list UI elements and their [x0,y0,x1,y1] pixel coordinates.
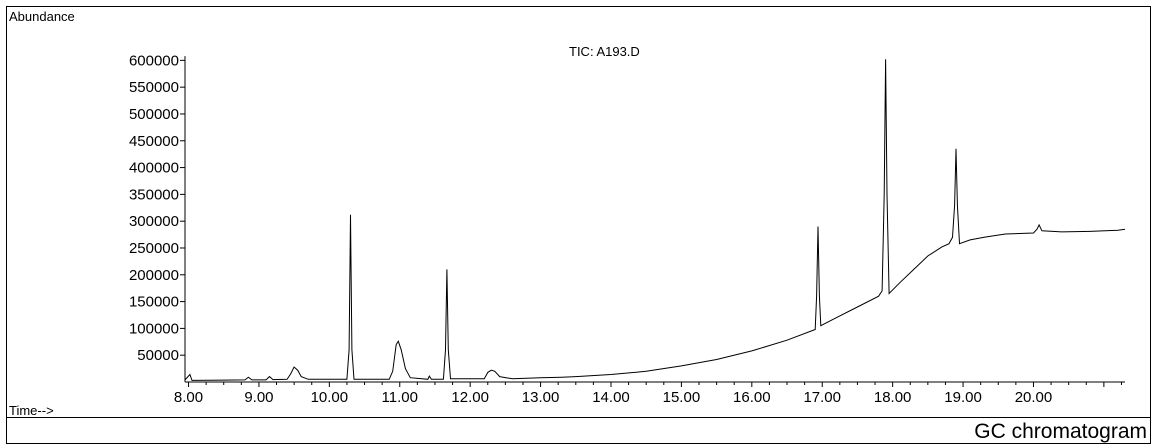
x-tick-label: 20.00 [1015,389,1053,406]
y-tick-label: 550000 [129,79,179,96]
x-tick-label: 11.00 [382,389,418,406]
x-tick-label: 8.00 [174,389,203,406]
x-axis-label: Time--> [9,403,54,418]
y-tick-label: 150000 [129,294,179,311]
chart-frame [6,6,1151,444]
x-tick-label: 17.00 [803,389,841,406]
x-tick-label: 14.00 [592,389,630,406]
tic-trace-line [184,59,1126,381]
y-tick-label: 300000 [129,213,179,230]
x-tick-label: 10.00 [311,389,349,406]
y-tick-label: 350000 [129,186,179,203]
x-tick-label: 15.00 [663,389,701,406]
y-tick-label: 400000 [129,160,179,177]
y-tick-label: 200000 [129,267,179,284]
y-tick-label: 250000 [129,240,179,257]
y-tick-label: 500000 [129,106,179,123]
x-tick-label: 12.00 [451,389,489,406]
y-tick-label: 50000 [137,347,179,364]
x-tick-label: 19.00 [944,389,982,406]
x-tick-label: 9.00 [244,389,273,406]
y-tick-label: 100000 [129,320,179,337]
chart-title: TIC: A193.D [569,44,640,59]
figure-caption: GC chromatogram [974,420,1147,443]
y-tick-label: 600000 [129,52,179,69]
caption-divider [6,417,1151,418]
x-tick-label: 13.00 [522,389,560,406]
x-tick-label: 16.00 [733,389,771,406]
y-axis-label: Abundance [9,9,75,24]
x-tick-label: 18.00 [874,389,912,406]
y-tick-label: 450000 [129,133,179,150]
